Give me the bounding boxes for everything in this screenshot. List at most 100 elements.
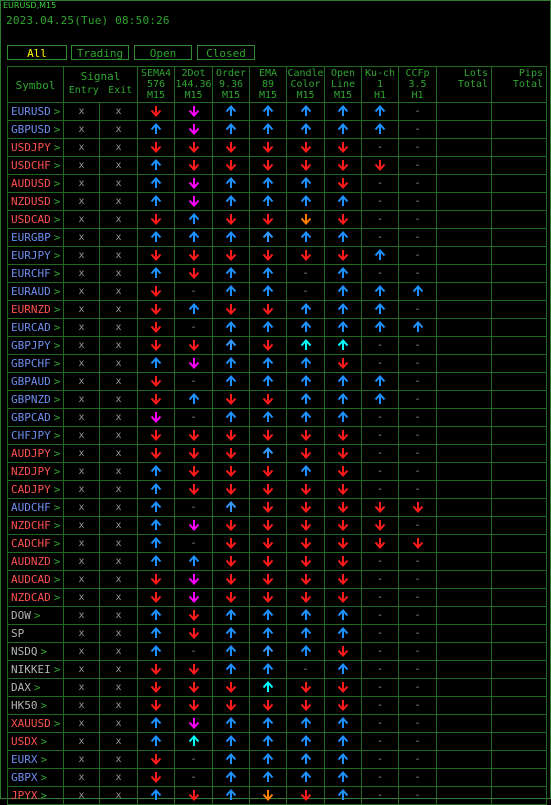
- symbol-cell[interactable]: USDJPY >: [7, 138, 64, 157]
- chevron-right-icon[interactable]: >: [53, 267, 61, 280]
- table-row[interactable]: EURUSD > x x -: [7, 102, 547, 121]
- chevron-right-icon[interactable]: >: [40, 789, 48, 802]
- symbol-cell[interactable]: DOW >: [7, 606, 64, 625]
- chevron-right-icon[interactable]: >: [53, 159, 61, 172]
- table-row[interactable]: AUDNZD > x x - -: [7, 552, 547, 571]
- table-row[interactable]: NZDCHF > x x -: [7, 516, 547, 535]
- table-row[interactable]: CADCHF > x x -: [7, 534, 547, 553]
- symbol-cell[interactable]: EURNZD >: [7, 300, 64, 319]
- table-row[interactable]: DOW > x x - -: [7, 606, 547, 625]
- chevron-right-icon[interactable]: >: [33, 609, 41, 622]
- symbol-cell[interactable]: EURX >: [7, 750, 64, 769]
- chevron-right-icon[interactable]: >: [53, 339, 61, 352]
- table-row[interactable]: HK50 > x x - -: [7, 696, 547, 715]
- symbol-cell[interactable]: DAX >: [7, 678, 64, 697]
- symbol-cell[interactable]: AUDCAD >: [7, 570, 64, 589]
- table-row[interactable]: AUDCAD > x x - -: [7, 570, 547, 589]
- table-row[interactable]: GBPNZD > x x -: [7, 390, 547, 409]
- symbol-cell[interactable]: CHFJPY >: [7, 426, 64, 445]
- chevron-right-icon[interactable]: >: [40, 753, 48, 766]
- chevron-right-icon[interactable]: >: [53, 501, 61, 514]
- chevron-right-icon[interactable]: >: [53, 393, 61, 406]
- symbol-cell[interactable]: AUDCHF >: [7, 498, 64, 517]
- table-row[interactable]: JPYX > x x - -: [7, 786, 547, 805]
- chevron-right-icon[interactable]: >: [53, 483, 61, 496]
- chevron-right-icon[interactable]: >: [53, 663, 61, 676]
- chevron-right-icon[interactable]: >: [53, 411, 61, 424]
- chevron-right-icon[interactable]: >: [53, 537, 61, 550]
- symbol-cell[interactable]: NZDCHF >: [7, 516, 64, 535]
- table-row[interactable]: NZDUSD > x x - -: [7, 192, 547, 211]
- symbol-cell[interactable]: AUDJPY >: [7, 444, 64, 463]
- table-row[interactable]: EURJPY > x x -: [7, 246, 547, 265]
- table-row[interactable]: NZDJPY > x x - -: [7, 462, 547, 481]
- table-row[interactable]: AUDJPY > x x - -: [7, 444, 547, 463]
- chevron-right-icon[interactable]: >: [40, 645, 48, 658]
- chevron-right-icon[interactable]: >: [53, 303, 61, 316]
- chevron-right-icon[interactable]: >: [53, 357, 61, 370]
- symbol-cell[interactable]: GBPUSD >: [7, 120, 64, 139]
- symbol-cell[interactable]: NZDCAD >: [7, 588, 64, 607]
- table-row[interactable]: USDCHF > x x -: [7, 156, 547, 175]
- table-row[interactable]: NIKKEI > x x - - -: [7, 660, 547, 679]
- symbol-cell[interactable]: NIKKEI >: [7, 660, 64, 679]
- chevron-right-icon[interactable]: >: [53, 375, 61, 388]
- table-row[interactable]: NSDQ > x x - - -: [7, 642, 547, 661]
- chevron-right-icon[interactable]: >: [40, 771, 48, 784]
- table-row[interactable]: DAX > x x - -: [7, 678, 547, 697]
- symbol-cell[interactable]: EURUSD >: [7, 102, 64, 121]
- table-row[interactable]: USDCAD > x x - -: [7, 210, 547, 229]
- chevron-right-icon[interactable]: >: [53, 231, 61, 244]
- table-row[interactable]: GBPX > x x - - -: [7, 768, 547, 787]
- table-row[interactable]: SP x x - -: [7, 624, 547, 643]
- chevron-right-icon[interactable]: >: [53, 285, 61, 298]
- symbol-cell[interactable]: GBPJPY >: [7, 336, 64, 355]
- table-row[interactable]: EURX > x x - - -: [7, 750, 547, 769]
- chevron-right-icon[interactable]: >: [33, 681, 41, 694]
- table-row[interactable]: USDJPY > x x - -: [7, 138, 547, 157]
- symbol-cell[interactable]: USDX >: [7, 732, 64, 751]
- symbol-cell[interactable]: XAUUSD >: [7, 714, 64, 733]
- table-row[interactable]: XAUUSD > x x - -: [7, 714, 547, 733]
- chevron-right-icon[interactable]: >: [53, 573, 61, 586]
- table-row[interactable]: EURNZD > x x -: [7, 300, 547, 319]
- table-row[interactable]: GBPCAD > x x - - -: [7, 408, 547, 427]
- tab-open[interactable]: Open: [134, 45, 192, 60]
- chevron-right-icon[interactable]: >: [40, 699, 48, 712]
- symbol-cell[interactable]: USDCHF >: [7, 156, 64, 175]
- chevron-right-icon[interactable]: >: [53, 195, 61, 208]
- symbol-cell[interactable]: SP: [7, 624, 64, 643]
- chevron-right-icon[interactable]: >: [53, 465, 61, 478]
- symbol-cell[interactable]: EURGBP >: [7, 228, 64, 247]
- chevron-right-icon[interactable]: >: [40, 735, 48, 748]
- chevron-right-icon[interactable]: >: [53, 123, 61, 136]
- symbol-cell[interactable]: JPYX >: [7, 786, 64, 805]
- table-row[interactable]: GBPCHF > x x - -: [7, 354, 547, 373]
- tab-closed[interactable]: Closed: [197, 45, 255, 60]
- table-row[interactable]: EURCHF > x x - - -: [7, 264, 547, 283]
- symbol-cell[interactable]: AUDNZD >: [7, 552, 64, 571]
- symbol-cell[interactable]: HK50 >: [7, 696, 64, 715]
- table-row[interactable]: EURCAD > x x -: [7, 318, 547, 337]
- table-row[interactable]: CADJPY > x x - -: [7, 480, 547, 499]
- symbol-cell[interactable]: EURCHF >: [7, 264, 64, 283]
- symbol-cell[interactable]: USDCAD >: [7, 210, 64, 229]
- chevron-right-icon[interactable]: >: [53, 717, 61, 730]
- chevron-right-icon[interactable]: >: [53, 519, 61, 532]
- table-row[interactable]: GBPAUD > x x - -: [7, 372, 547, 391]
- symbol-cell[interactable]: EURCAD >: [7, 318, 64, 337]
- table-row[interactable]: GBPJPY > x x - -: [7, 336, 547, 355]
- chevron-right-icon[interactable]: >: [53, 141, 61, 154]
- symbol-cell[interactable]: EURAUD >: [7, 282, 64, 301]
- chevron-right-icon[interactable]: >: [53, 321, 61, 334]
- symbol-cell[interactable]: EURJPY >: [7, 246, 64, 265]
- table-row[interactable]: USDX > x x - -: [7, 732, 547, 751]
- table-row[interactable]: NZDCAD > x x - -: [7, 588, 547, 607]
- symbol-cell[interactable]: NSDQ >: [7, 642, 64, 661]
- symbol-cell[interactable]: GBPCHF >: [7, 354, 64, 373]
- chevron-right-icon[interactable]: >: [53, 177, 61, 190]
- symbol-cell[interactable]: NZDJPY >: [7, 462, 64, 481]
- symbol-cell[interactable]: CADJPY >: [7, 480, 64, 499]
- symbol-cell[interactable]: AUDUSD >: [7, 174, 64, 193]
- symbol-cell[interactable]: GBPAUD >: [7, 372, 64, 391]
